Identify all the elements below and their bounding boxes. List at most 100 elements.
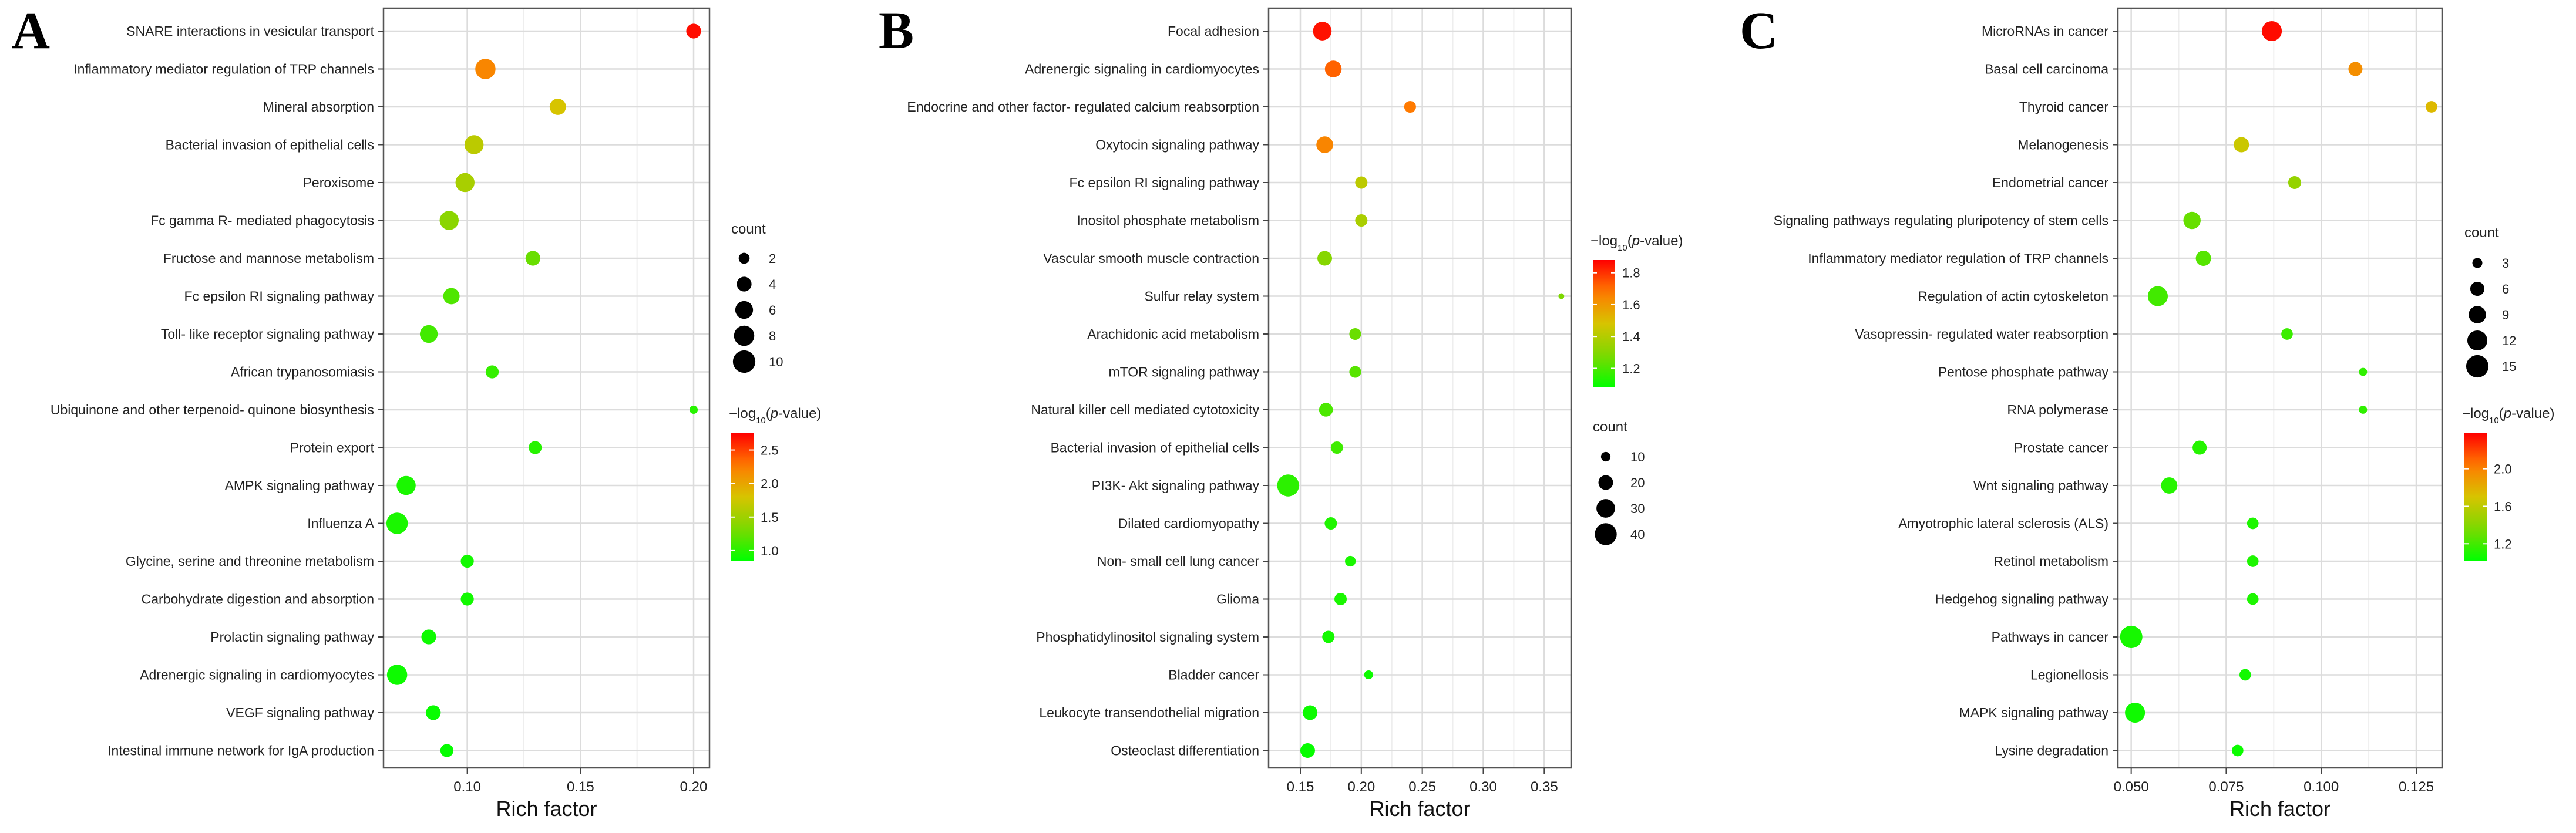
data-point <box>1355 176 1368 189</box>
data-point <box>1277 474 1299 497</box>
pathway-label: Bladder cancer <box>1168 667 1259 683</box>
colorbar-label: 1.0 <box>761 544 779 558</box>
count-legend-label: 30 <box>1630 501 1645 516</box>
count-legend-dot <box>2466 355 2489 378</box>
pathway-label: mTOR signaling pathway <box>1108 365 1259 380</box>
data-point <box>443 288 460 305</box>
pathway-label: Bacterial invasion of epithelial cells <box>1051 440 1259 456</box>
count-legend-dot <box>1600 451 1611 462</box>
data-point <box>2192 440 2207 455</box>
data-point <box>2183 211 2201 230</box>
panel-label-c: C <box>1740 2 1778 60</box>
count-legend-label: 40 <box>1630 527 1645 542</box>
data-point <box>460 592 474 606</box>
data-point <box>2125 702 2145 723</box>
pathway-label: Focal adhesion <box>1168 23 1259 39</box>
count-legend-dot <box>738 252 750 264</box>
pathway-label: Influenza A <box>307 516 374 531</box>
pathway-label: Regulation of actin cytoskeleton <box>1918 289 2108 304</box>
count-legend-dot <box>2469 306 2486 323</box>
pathway-label: Mineral absorption <box>263 99 374 114</box>
data-point <box>1334 593 1347 605</box>
data-point <box>1404 100 1416 113</box>
colorbar-label: 2.0 <box>2494 462 2512 477</box>
pathway-label: Bacterial invasion of epithelial cells <box>166 137 374 153</box>
x-tick-label: 0.10 <box>453 779 481 795</box>
panel-a-plot-area <box>384 8 709 768</box>
x-tick-label: 0.125 <box>2399 779 2434 795</box>
pathway-label: Osteoclast differentiation <box>1111 743 1259 758</box>
data-point <box>1345 555 1356 567</box>
data-point <box>460 554 474 568</box>
colorbar-label: 1.6 <box>1622 298 1640 312</box>
data-point <box>686 23 701 39</box>
data-point <box>1324 517 1337 530</box>
pathway-label: Inositol phosphate metabolism <box>1077 213 1259 228</box>
data-point <box>2359 367 2368 376</box>
count-legend-title: count <box>1593 419 1627 435</box>
data-point <box>2288 176 2301 189</box>
data-point <box>2247 593 2259 605</box>
pathway-label: Amyotrophic lateral sclerosis (ALS) <box>1898 516 2108 531</box>
pathway-label: SNARE interactions in vesicular transpor… <box>126 23 374 39</box>
pathway-label: Natural killer cell mediated cytotoxicit… <box>1031 402 1259 417</box>
count-legend-dot <box>1596 499 1615 518</box>
count-legend-label: 6 <box>769 303 776 318</box>
pvalue-colorbar <box>731 433 754 561</box>
panel-a-frame <box>382 7 711 769</box>
count-legend-dot <box>2472 258 2483 268</box>
count-legend-label: 15 <box>2502 359 2516 374</box>
data-point <box>529 441 542 454</box>
colorbar-label: 2.5 <box>761 443 779 458</box>
data-point <box>2232 744 2244 757</box>
data-point <box>2247 555 2259 567</box>
pathway-label: Glycine, serine and threonine metabolism <box>126 554 374 569</box>
count-legend-dot <box>734 325 755 346</box>
colorbar-label: 2.0 <box>761 477 779 491</box>
data-point <box>2281 328 2293 340</box>
pathway-label: MicroRNAs in cancer <box>1982 23 2108 39</box>
data-point <box>525 251 540 266</box>
count-legend-dot <box>1598 475 1613 490</box>
pathway-label: Fc epsilon RI signaling pathway <box>1070 175 1260 190</box>
pathway-label: Vascular smooth muscle contraction <box>1043 251 1259 266</box>
pathway-label: Hedgehog signaling pathway <box>1935 592 2109 607</box>
colorbar-label: 1.4 <box>1622 329 1640 344</box>
data-point <box>1322 630 1335 643</box>
colorbar-label: 1.2 <box>1622 361 1640 376</box>
data-point <box>549 99 566 115</box>
colorbar-label: 1.8 <box>1622 266 1640 281</box>
pvalue-legend-title: −log10(p-value) <box>729 406 821 426</box>
x-axis-title: Rich factor <box>1369 797 1470 821</box>
pathway-label: Adrenergic signaling in cardiomyocytes <box>140 667 374 683</box>
panel-c-plot-area <box>2118 8 2442 768</box>
count-legend-label: 10 <box>1630 450 1645 464</box>
x-tick-label: 0.075 <box>2208 779 2244 795</box>
data-point <box>485 365 499 379</box>
pathway-label: Leukocyte transendothelial migration <box>1039 705 1259 720</box>
data-point <box>690 406 698 414</box>
x-tick-label: 0.050 <box>2114 779 2149 795</box>
pathway-label: Prolactin signaling pathway <box>210 629 374 645</box>
pathway-label: Retinol metabolism <box>1993 554 2108 569</box>
x-tick-label: 0.100 <box>2303 779 2339 795</box>
pathway-label: Legionellosis <box>2030 667 2108 683</box>
pvalue-colorbar <box>2464 433 2487 561</box>
pathway-label: Endocrine and other factor- regulated ca… <box>907 99 1259 114</box>
data-point <box>2426 101 2437 113</box>
x-tick-label: 0.30 <box>1469 779 1497 795</box>
pathway-label: Protein export <box>290 440 375 456</box>
data-point <box>1324 60 1342 77</box>
pathway-label: Toll- like receptor signaling pathway <box>161 326 375 342</box>
pathway-label: Inflammatory mediator regulation of TRP … <box>1808 251 2108 266</box>
data-point <box>1317 251 1333 266</box>
data-point <box>2247 517 2259 530</box>
pathway-label: Pentose phosphate pathway <box>1938 365 2109 380</box>
pathway-label: Lysine degradation <box>1995 743 2108 758</box>
pathway-label: RNA polymerase <box>2007 402 2108 417</box>
data-point <box>1316 136 1333 153</box>
pathway-label: Inflammatory mediator regulation of TRP … <box>73 62 374 77</box>
pathway-label: Melanogenesis <box>2017 137 2108 153</box>
data-point <box>2234 137 2249 153</box>
x-tick-label: 0.20 <box>1347 779 1375 795</box>
